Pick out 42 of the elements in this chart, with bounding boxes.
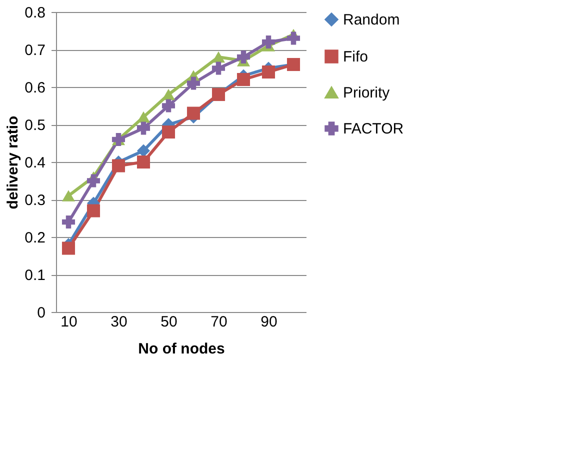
- point: [62, 215, 76, 229]
- y-tick-label: 0: [37, 304, 46, 322]
- point: [186, 106, 200, 120]
- y-tick-label: 0.2: [24, 230, 46, 246]
- y-tick-label: 0.8: [24, 4, 46, 22]
- point: [136, 111, 150, 123]
- point: [162, 88, 176, 100]
- point: [262, 35, 276, 49]
- legend-label: Fifo: [343, 48, 368, 66]
- x-tick-label: 50: [160, 314, 178, 330]
- point: [262, 65, 276, 79]
- legend-label: Random: [343, 12, 400, 28]
- y-tick-label: 0.3: [24, 192, 46, 209]
- y-tick-label: 0.7: [24, 42, 46, 59]
- x-axis-title: No of nodes: [138, 340, 225, 358]
- legend-label: Priority: [343, 84, 390, 102]
- point: [236, 50, 250, 64]
- legend-label: FACTOR: [343, 120, 404, 138]
- point: [136, 144, 150, 158]
- y-tick-label: 0.6: [24, 80, 46, 96]
- y-tick-label: 0.4: [24, 154, 46, 172]
- point: [212, 51, 226, 63]
- point: [62, 242, 76, 255]
- point: [162, 99, 176, 112]
- x-tick-label: 90: [260, 314, 278, 330]
- y-axis-title: delivery ratio: [4, 116, 22, 210]
- point: [86, 204, 100, 218]
- x-tick-label: 10: [60, 314, 78, 330]
- y-tick-label: 0.1: [24, 267, 46, 284]
- x-tick-label: 30: [110, 314, 128, 330]
- point: [162, 125, 176, 139]
- point: [236, 72, 250, 86]
- y-tick-label: 0.5: [24, 117, 46, 134]
- point: [136, 122, 150, 135]
- point: [186, 76, 200, 90]
- point: [286, 32, 300, 45]
- point: [112, 159, 126, 172]
- point: [212, 62, 226, 75]
- point: [136, 155, 150, 169]
- point: [62, 190, 76, 202]
- point: [86, 174, 100, 188]
- x-tick-label: 70: [210, 314, 228, 330]
